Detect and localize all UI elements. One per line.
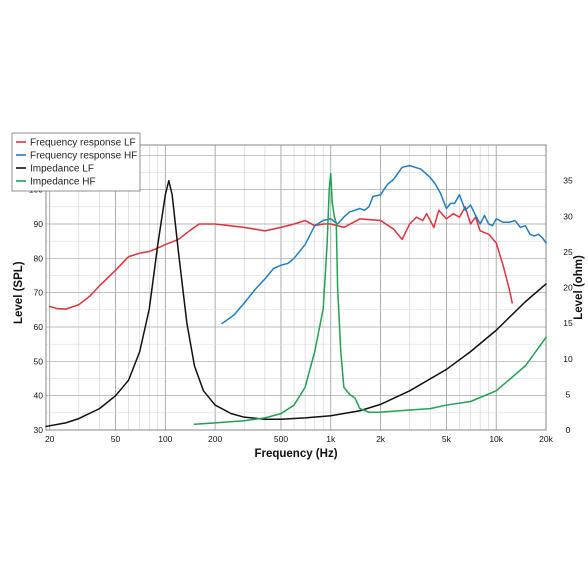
y-left-tick-label: 50 <box>34 356 44 366</box>
x-tick-label: 5k <box>442 434 452 444</box>
y-left-tick-label: 30 <box>34 425 44 435</box>
x-tick-label: 200 <box>208 434 222 444</box>
x-tick-label: 10k <box>489 434 503 444</box>
y-right-tick-label: 10 <box>563 354 573 364</box>
y-axis-title-right: Level (ohm) <box>573 255 585 320</box>
y-left-tick-label: 60 <box>34 322 44 332</box>
legend: Frequency response LF Frequency response … <box>11 132 141 192</box>
x-tick-label: 100 <box>158 434 172 444</box>
y-right-tick-label: 5 <box>566 389 571 399</box>
legend-label: Frequency response HF <box>30 151 137 162</box>
x-tick-label: 50 <box>111 434 121 444</box>
series-line-frequency-response-lf <box>48 206 513 310</box>
x-axis-title: Frequency (Hz) <box>254 448 337 460</box>
y-axis-title-left: Level (SPL) <box>13 261 25 324</box>
legend-label: Impedance HF <box>30 177 96 188</box>
x-tick-label: 1k <box>326 434 336 444</box>
series-line-frequency-response-hf <box>221 164 547 325</box>
y-right-tick-label: 20 <box>563 283 573 293</box>
plot-frame <box>45 144 547 431</box>
legend-label: Impedance LF <box>30 164 94 175</box>
y-right-tick-label: 35 <box>563 176 573 186</box>
y-left-tick-label: 70 <box>34 288 44 298</box>
y-right-tick-label: 15 <box>563 318 573 328</box>
y-left-tick-label: 80 <box>34 253 44 263</box>
y-right-tick-label: 25 <box>563 247 573 257</box>
series-group <box>45 164 547 428</box>
legend-label: Frequency response LF <box>30 138 136 149</box>
x-tick-label: 2k <box>376 434 386 444</box>
y-right-tick-label: 0 <box>566 425 571 435</box>
y-left-tick-label: 90 <box>34 219 44 229</box>
series-line-impedance-hf <box>193 172 547 426</box>
y-right-tick-labels: 0 5 10 15 20 25 30 35 <box>563 176 573 435</box>
x-tick-labels: 20 50 100 200 500 1k 2k 5k 10k 20k <box>45 434 554 444</box>
series-line-impedance-lf <box>45 179 547 428</box>
x-tick-label: 20 <box>45 434 55 444</box>
y-right-tick-label: 30 <box>563 211 573 221</box>
y-left-tick-label: 40 <box>34 391 44 401</box>
legend-box <box>11 132 141 192</box>
x-tick-label: 500 <box>274 434 288 444</box>
x-tick-label: 20k <box>539 434 553 444</box>
